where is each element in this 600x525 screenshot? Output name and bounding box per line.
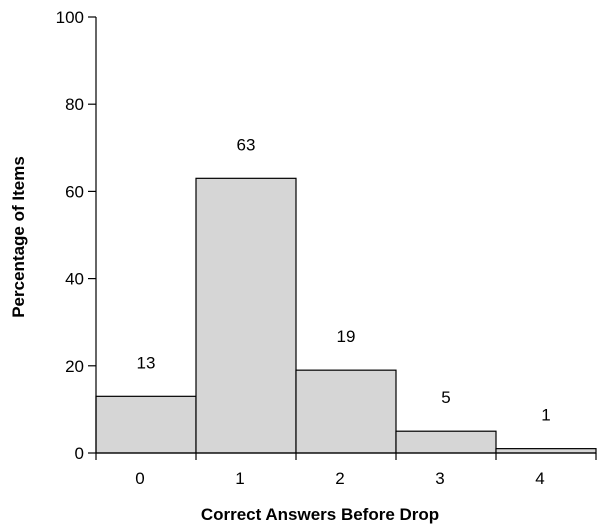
- y-tick-label-40: 40: [65, 270, 84, 289]
- x-tick-label-2: 2: [335, 469, 344, 488]
- bar-4: [495, 448, 597, 454]
- y-axis-title: Percentage of Items: [9, 156, 28, 318]
- data-label-3: 5: [441, 388, 450, 407]
- y-tick-label-20: 20: [65, 357, 84, 376]
- bars-group: [95, 177, 597, 454]
- data-label-1: 63: [237, 135, 256, 154]
- x-tick-label-3: 3: [435, 469, 444, 488]
- data-labels-group: 13 63 19 5 1: [137, 135, 551, 424]
- y-tick-label-100: 100: [56, 8, 84, 27]
- y-tick-label-80: 80: [65, 95, 84, 114]
- bar-2: [295, 369, 397, 454]
- bar-0: [95, 395, 197, 454]
- x-tick-label-4: 4: [535, 469, 544, 488]
- x-tick-label-0: 0: [135, 469, 144, 488]
- y-tick-label-0: 0: [75, 444, 84, 463]
- x-axis-title: Correct Answers Before Drop: [201, 505, 439, 524]
- x-ticks-group: 0 1 2 3 4: [95, 453, 597, 488]
- data-label-4: 1: [541, 406, 550, 425]
- data-label-0: 13: [137, 353, 156, 372]
- y-tick-label-60: 60: [65, 182, 84, 201]
- x-tick-label-1: 1: [235, 469, 244, 488]
- bar-3: [395, 430, 497, 454]
- bar-1: [195, 177, 297, 454]
- data-label-2: 19: [337, 327, 356, 346]
- y-ticks-group: 0 20 40 60 80 100: [56, 8, 96, 463]
